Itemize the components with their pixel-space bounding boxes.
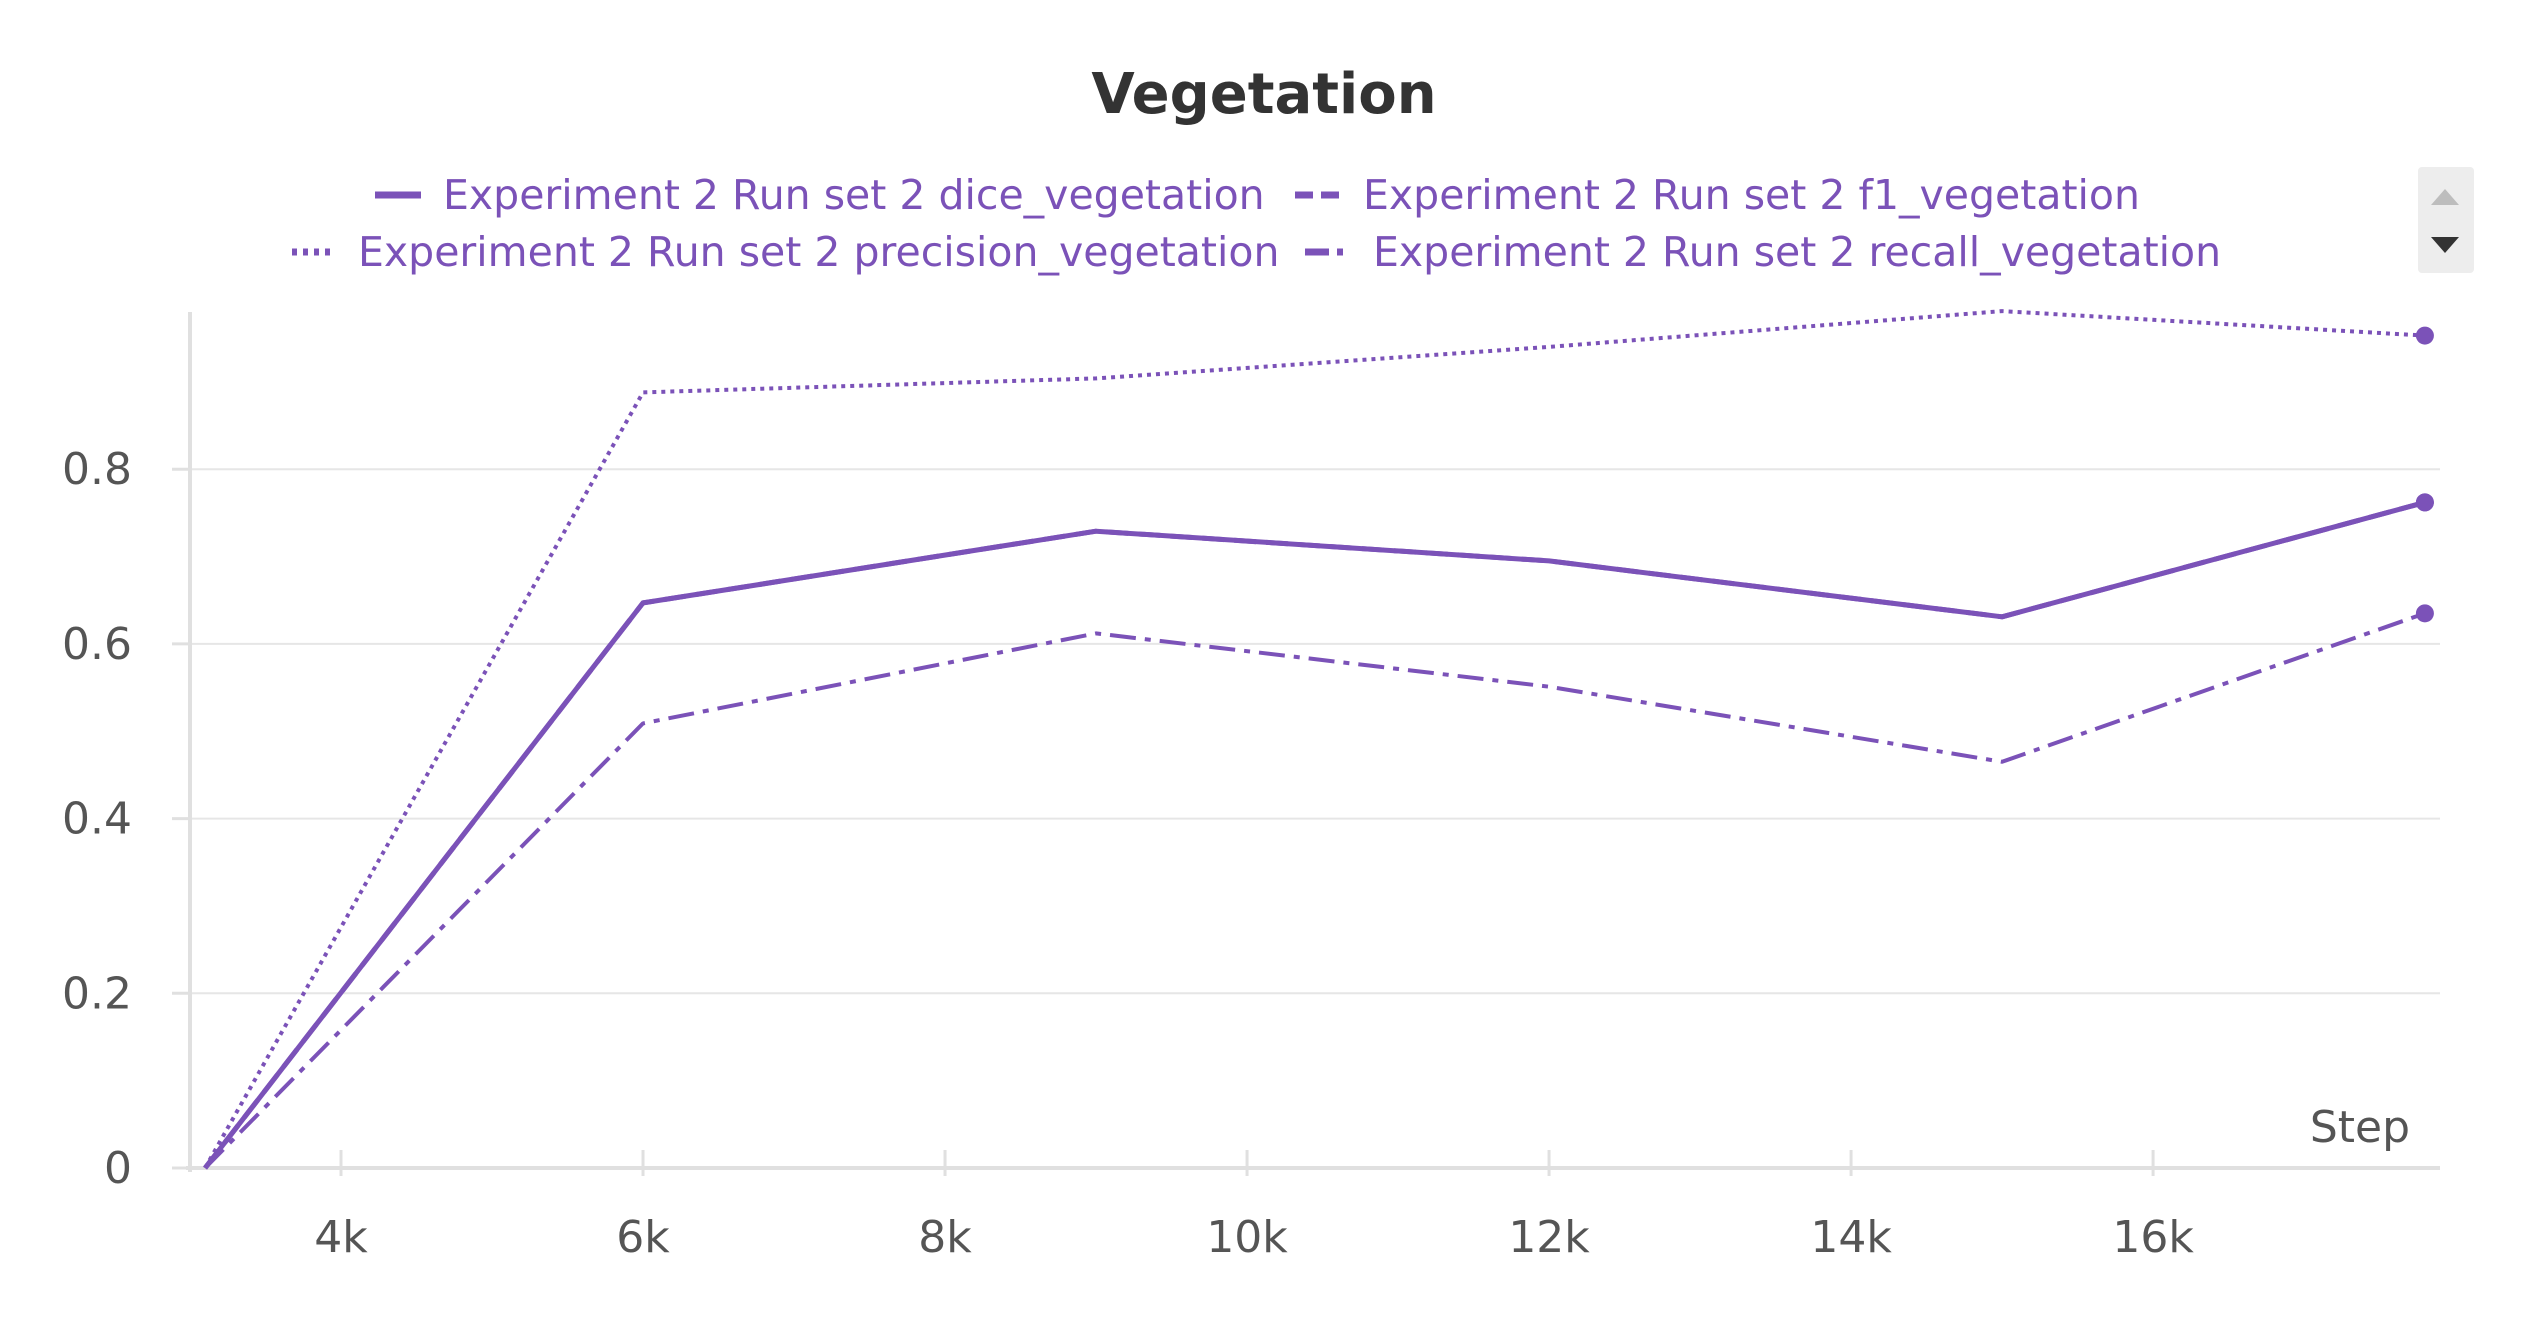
x-axis-label: Step [2310,1102,2410,1153]
legend-scroller[interactable] [2418,167,2474,273]
scroll-up-icon[interactable] [2431,189,2459,205]
legend-label-recall: Experiment 2 Run set 2 recall_vegetation [1373,228,2222,276]
series-end-point [2415,604,2434,623]
x-tick-label: 16k [2112,1212,2194,1263]
series-end-point [2415,326,2434,345]
legend-swatch-dashed [1295,191,1341,199]
legend-item-recall[interactable]: Experiment 2 Run set 2 recall_vegetation [1305,222,2221,282]
y-tick-label: 0.4 [62,794,132,845]
legend-label-dice: Experiment 2 Run set 2 dice_vegetation [443,171,1265,219]
x-tick-label: 4k [314,1212,368,1263]
y-tick-label: 0.8 [62,444,132,495]
legend-item-f1[interactable]: Experiment 2 Run set 2 f1_vegetation [1295,165,2140,225]
legend-swatch-dashdot [1305,248,1351,256]
x-tick-label: 12k [1508,1212,1590,1263]
series-line-dashdot [203,611,2426,1170]
y-tick-label: 0.2 [62,968,132,1019]
legend-swatch-solid [375,191,421,199]
legend-swatch-dotted [292,248,336,256]
scroll-down-icon[interactable] [2431,237,2459,253]
legend-label-precision: Experiment 2 Run set 2 precision_vegetat… [358,228,1280,276]
series-line-solid [203,499,2426,1170]
series-end-point [2415,493,2434,512]
legend-label-f1: Experiment 2 Run set 2 f1_vegetation [1363,171,2140,219]
series-line-dashed [203,499,2426,1170]
legend-item-precision[interactable]: Experiment 2 Run set 2 precision_vegetat… [290,222,1279,282]
y-tick-label: 0.6 [62,619,132,670]
x-tick-label: 10k [1206,1212,1288,1263]
legend-item-dice[interactable]: Experiment 2 Run set 2 dice_vegetation [375,165,1265,225]
y-tick-label: 0 [104,1143,132,1194]
x-tick-label: 6k [616,1212,670,1263]
chart-title: Vegetation [1091,62,1437,127]
series-line-dotted [203,309,2426,1169]
x-tick-label: 8k [918,1212,972,1263]
x-tick-label: 14k [1810,1212,1892,1263]
